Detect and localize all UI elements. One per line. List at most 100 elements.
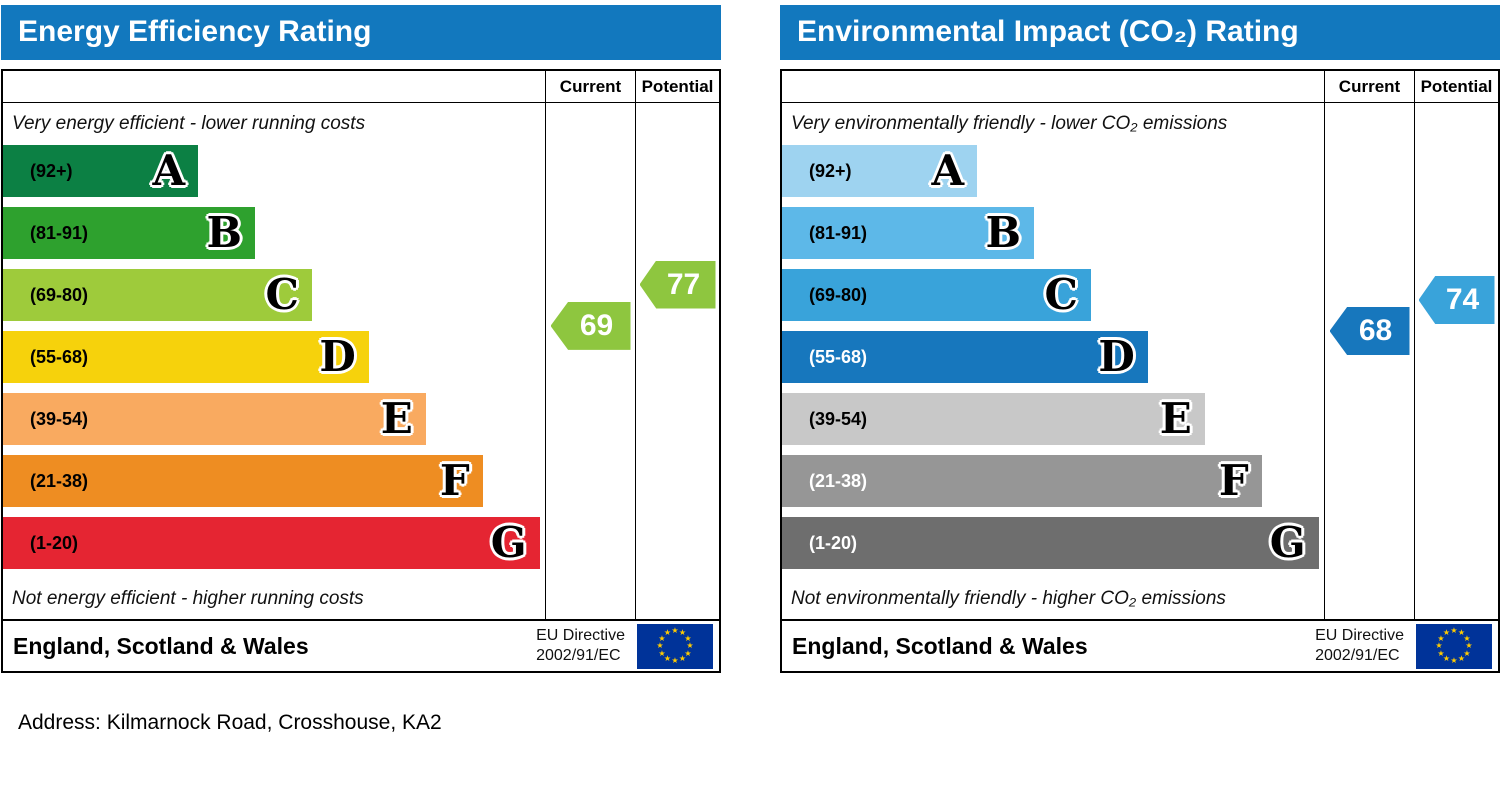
band-range-label: (69-80) [30,284,89,305]
environmental-impact-table: Current Potential Very environmentally f… [780,69,1500,673]
band-letter: G [1269,518,1306,567]
bottom-caption: Not energy efficient - higher running co… [12,588,364,609]
eu-directive-label: EU Directive 2002/91/EC [536,626,625,666]
band-a: (92+) A [3,145,199,197]
epc-charts-container: Energy Efficiency Rating Current Potenti… [1,5,1500,673]
header-spacer [3,71,545,103]
band-b: (81-91) B [782,207,1035,259]
eu-flag-icon: ★ ★ ★ ★ ★ ★ ★ ★ ★ ★ ★ ★ [1416,623,1492,669]
top-caption: Very environmentally friendly - lower CO… [791,113,1228,134]
band-range-label: (21-38) [30,470,89,491]
eu-directive-line1: EU Directive [1315,627,1404,644]
band-range-label: (69-80) [809,284,868,305]
bands: (92+) A (81-91) B (69-80) C (55-68) D (39-54) E (2… [782,145,1324,569]
band-f: (21-38) F [3,455,483,507]
potential-rating-marker: 77 [639,260,716,309]
band-a: (92+) A [782,145,978,197]
potential-column-header: Potential [1414,71,1498,103]
eu-flag-star: ★ [658,633,666,643]
energy-efficiency-chart: Energy Efficiency Rating Current Potenti… [1,5,721,673]
eu-flag-star: ★ [1450,656,1458,665]
environmental-impact-chart: Environmental Impact (CO₂) Rating Curren… [780,5,1500,673]
region-label: England, Scotland & Wales [13,632,309,659]
band-letter: G [490,518,527,567]
band-range-label: (39-54) [30,408,89,429]
current-rating-marker: 68 [1329,307,1410,355]
band-e: (39-54) E [782,393,1205,445]
band-letter: D [319,332,356,381]
eu-flag-star: ★ [684,633,692,643]
band-letter: D [1098,332,1135,381]
eu-flag-star: ★ [1457,628,1466,637]
band-letter: B [985,208,1022,257]
bands: (92+) A (81-91) B (69-80) C (55-68) D (39-54) E (2… [3,145,545,569]
eu-flag-star: ★ [1435,641,1443,650]
band-letter: C [1044,270,1078,319]
eu-directive-line2: 2002/91/EC [536,647,621,664]
band-range-label: (55-68) [30,346,89,367]
band-letter: F [439,456,470,505]
band-g: (1-20) G [782,517,1319,569]
band-letter: A [931,146,965,195]
potential-column-header: Potential [635,71,719,103]
potential-cell: 74 [1414,103,1498,619]
band-letter: B [206,208,243,257]
band-c: (69-80) C [3,269,312,321]
band-g: (1-20) G [3,517,540,569]
eu-flag-star: ★ [658,648,666,658]
eu-flag-star: ★ [1442,653,1451,663]
top-caption: Very energy efficient - lower running co… [12,113,366,134]
eu-flag-star: ★ [686,641,694,650]
eu-flag-star: ★ [1437,648,1445,658]
header-spacer [782,71,1324,103]
eu-flag-star: ★ [1463,633,1471,643]
eu-flag-star: ★ [663,653,672,663]
band-range-label: (21-38) [809,470,868,491]
property-address: Address: Kilmarnock Road, Crosshouse, KA… [18,711,442,734]
current-column-header: Current [545,71,635,103]
eu-flag-star: ★ [663,628,672,637]
footer: England, Scotland & Wales EU Directive 2… [782,619,1498,671]
band-d: (55-68) D [3,331,369,383]
eu-flag-star: ★ [1437,633,1445,643]
potential-rating-marker: 74 [1418,276,1495,324]
eu-flag-star: ★ [1465,641,1473,650]
eu-flag-star: ★ [1457,653,1466,663]
band-f: (21-38) F [782,455,1262,507]
band-range-label: (81-91) [809,222,868,243]
eu-directive-line2: 2002/91/EC [1315,647,1400,664]
band-letter: E [1159,394,1192,443]
eu-flag-star: ★ [1463,648,1471,658]
eu-directive-line1: EU Directive [536,627,625,644]
band-b: (81-91) B [3,207,256,259]
band-range-label: (92+) [809,160,852,181]
band-range-label: (55-68) [809,346,868,367]
eu-flag-icon: ★ ★ ★ ★ ★ ★ ★ ★ ★ ★ ★ ★ [637,623,713,669]
band-e: (39-54) E [3,393,426,445]
energy-efficiency-title: Energy Efficiency Rating [1,5,721,60]
eu-flag-star: ★ [678,628,687,637]
current-column-header: Current [1324,71,1414,103]
region-label: England, Scotland & Wales [792,632,1088,659]
band-c: (69-80) C [782,269,1091,321]
eu-flag-star: ★ [671,626,679,635]
eu-flag-star: ★ [1450,626,1458,635]
band-letter: A [152,146,186,195]
current-cell: 69 [545,103,635,619]
current-cell: 68 [1324,103,1414,619]
band-letter: F [1218,456,1249,505]
footer: England, Scotland & Wales EU Directive 2… [3,619,719,671]
band-range-label: (81-91) [30,222,89,243]
band-range-label: (39-54) [809,408,868,429]
band-area: Very environmentally friendly - lower CO… [782,103,1324,619]
band-area: Very energy efficient - lower running co… [3,103,545,619]
eu-flag-star: ★ [656,641,664,650]
band-range-label: (1-20) [809,532,858,553]
band-range-label: (92+) [30,160,73,181]
eu-flag-star: ★ [678,653,687,663]
band-range-label: (1-20) [30,532,79,553]
environmental-impact-title: Environmental Impact (CO₂) Rating [780,5,1500,60]
eu-directive-label: EU Directive 2002/91/EC [1315,626,1404,666]
current-rating-marker: 69 [550,301,631,350]
eu-flag-star: ★ [671,656,679,665]
